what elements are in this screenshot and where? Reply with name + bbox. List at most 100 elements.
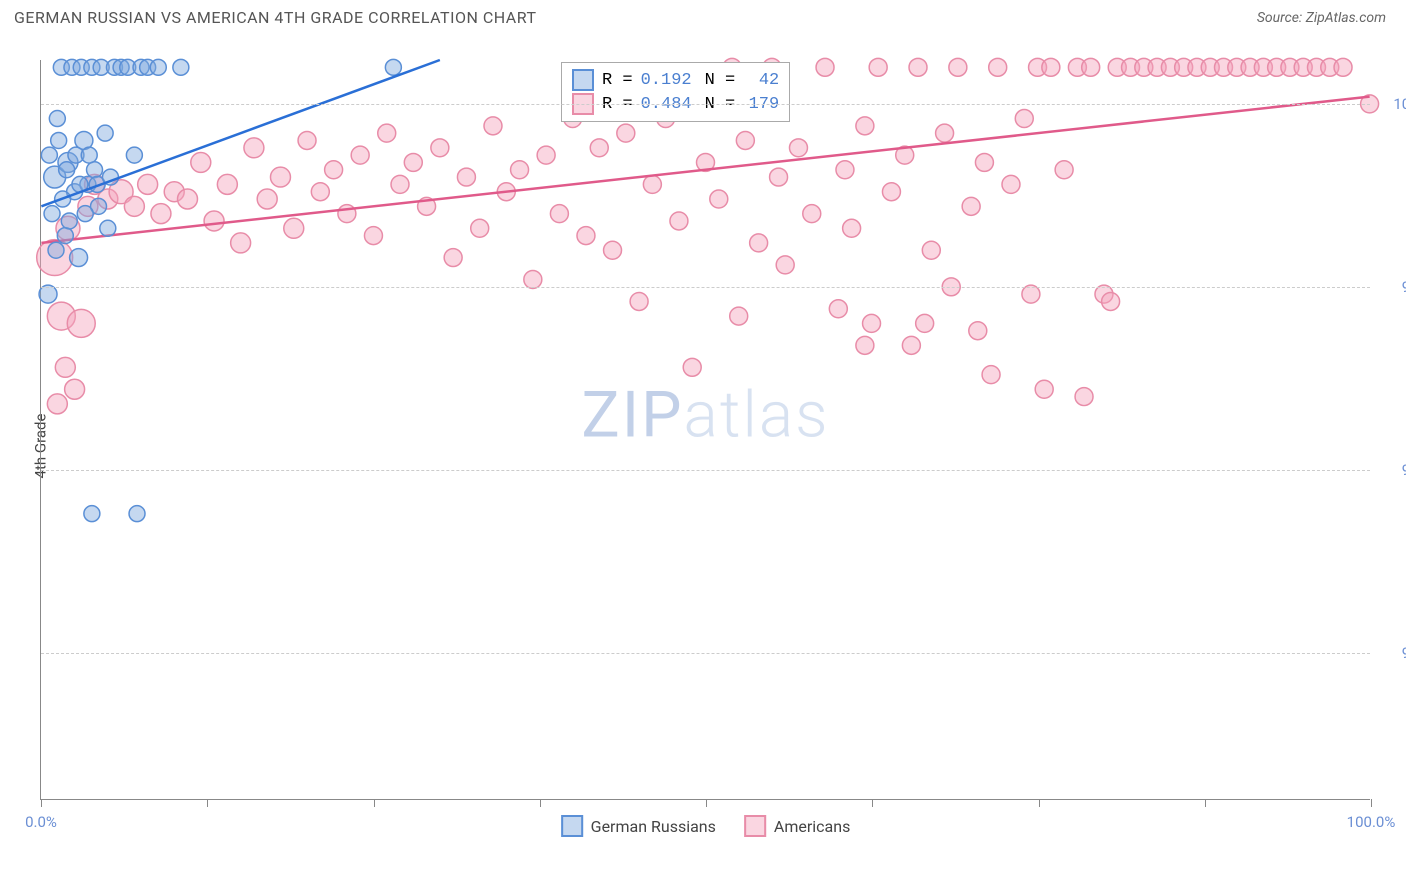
marker-german-russians bbox=[173, 59, 189, 75]
marker-americans bbox=[1002, 175, 1020, 193]
marker-americans bbox=[1055, 161, 1073, 179]
legend-row-german-russians: R = 0.192 N = 42 bbox=[572, 69, 779, 91]
marker-americans bbox=[257, 189, 277, 209]
marker-americans bbox=[47, 394, 67, 414]
marker-german-russians bbox=[51, 132, 67, 148]
r-value-gr: 0.192 bbox=[641, 71, 697, 90]
marker-americans bbox=[683, 358, 701, 376]
marker-americans bbox=[1082, 58, 1100, 76]
marker-americans bbox=[882, 183, 900, 201]
legend-swatch-pink bbox=[744, 815, 766, 837]
source-attribution: Source: ZipAtlas.com bbox=[1257, 10, 1386, 26]
marker-americans bbox=[67, 309, 95, 337]
marker-americans bbox=[836, 161, 854, 179]
marker-americans bbox=[484, 117, 502, 135]
ytick-label: 95.0% bbox=[1378, 461, 1406, 479]
legend-item-german-russians: German Russians bbox=[561, 815, 716, 837]
marker-americans bbox=[524, 271, 542, 289]
marker-americans bbox=[231, 233, 251, 253]
marker-german-russians bbox=[41, 147, 57, 163]
marker-americans bbox=[843, 219, 861, 237]
marker-americans bbox=[511, 161, 529, 179]
marker-americans bbox=[789, 139, 807, 157]
marker-americans bbox=[869, 58, 887, 76]
marker-americans bbox=[364, 227, 382, 245]
marker-americans bbox=[604, 241, 622, 259]
gridline bbox=[41, 470, 1370, 471]
ytick-label: 92.5% bbox=[1378, 644, 1406, 662]
marker-americans bbox=[969, 322, 987, 340]
marker-americans bbox=[949, 58, 967, 76]
xtick-label: 100.0% bbox=[1347, 813, 1396, 831]
marker-americans bbox=[617, 124, 635, 142]
marker-americans bbox=[325, 161, 343, 179]
marker-americans bbox=[982, 366, 1000, 384]
xtick-label: 0.0% bbox=[25, 813, 57, 831]
marker-german-russians bbox=[81, 147, 97, 163]
marker-americans bbox=[351, 146, 369, 164]
marker-americans bbox=[1042, 58, 1060, 76]
n-value-gr: 42 bbox=[743, 71, 779, 90]
legend-label: German Russians bbox=[591, 817, 716, 836]
marker-americans bbox=[1102, 292, 1120, 310]
xtick bbox=[872, 799, 873, 807]
marker-americans bbox=[55, 357, 75, 377]
marker-americans bbox=[431, 139, 449, 157]
gridline bbox=[41, 287, 1370, 288]
marker-americans bbox=[1075, 388, 1093, 406]
marker-americans bbox=[590, 139, 608, 157]
marker-german-russians bbox=[49, 111, 65, 127]
marker-americans bbox=[537, 146, 555, 164]
legend-correlation: R = 0.192 N = 42 R = 0.484 N = 179 bbox=[561, 62, 790, 122]
marker-americans bbox=[856, 117, 874, 135]
marker-americans bbox=[404, 153, 422, 171]
marker-german-russians bbox=[87, 162, 103, 178]
marker-german-russians bbox=[129, 506, 145, 522]
marker-americans bbox=[630, 292, 648, 310]
r-label: R = bbox=[602, 71, 633, 90]
marker-americans bbox=[178, 189, 198, 209]
marker-americans bbox=[270, 167, 290, 187]
marker-americans bbox=[922, 241, 940, 259]
marker-americans bbox=[457, 168, 475, 186]
marker-americans bbox=[191, 152, 211, 172]
marker-americans bbox=[284, 218, 304, 238]
xtick bbox=[1039, 799, 1040, 807]
marker-americans bbox=[1035, 380, 1053, 398]
gridline bbox=[41, 653, 1370, 654]
marker-americans bbox=[298, 131, 316, 149]
marker-americans bbox=[204, 211, 224, 231]
marker-americans bbox=[902, 336, 920, 354]
xtick bbox=[41, 799, 42, 807]
legend-series: German Russians Americans bbox=[561, 815, 851, 837]
marker-americans bbox=[816, 58, 834, 76]
marker-americans bbox=[1015, 110, 1033, 128]
marker-americans bbox=[975, 153, 993, 171]
marker-german-russians bbox=[57, 228, 73, 244]
marker-americans bbox=[124, 196, 144, 216]
marker-german-russians bbox=[44, 206, 60, 222]
xtick bbox=[540, 799, 541, 807]
marker-americans bbox=[776, 256, 794, 274]
marker-americans bbox=[936, 124, 954, 142]
marker-americans bbox=[550, 205, 568, 223]
legend-swatch-blue bbox=[561, 815, 583, 837]
marker-americans bbox=[989, 58, 1007, 76]
xtick bbox=[374, 799, 375, 807]
chart-title: GERMAN RUSSIAN VS AMERICAN 4TH GRADE COR… bbox=[14, 8, 537, 27]
marker-americans bbox=[863, 314, 881, 332]
marker-americans bbox=[151, 204, 171, 224]
chart-area: ZIPatlas R = 0.192 N = 42 R = 0.484 N = … bbox=[40, 60, 1370, 800]
marker-german-russians bbox=[59, 162, 75, 178]
marker-americans bbox=[577, 227, 595, 245]
marker-german-russians bbox=[77, 206, 93, 222]
marker-americans bbox=[750, 234, 768, 252]
legend-label: Americans bbox=[774, 817, 850, 836]
marker-americans bbox=[391, 175, 409, 193]
marker-americans bbox=[803, 205, 821, 223]
marker-americans bbox=[643, 175, 661, 193]
marker-americans bbox=[311, 183, 329, 201]
marker-americans bbox=[65, 379, 85, 399]
marker-german-russians bbox=[97, 125, 113, 141]
marker-americans bbox=[471, 219, 489, 237]
